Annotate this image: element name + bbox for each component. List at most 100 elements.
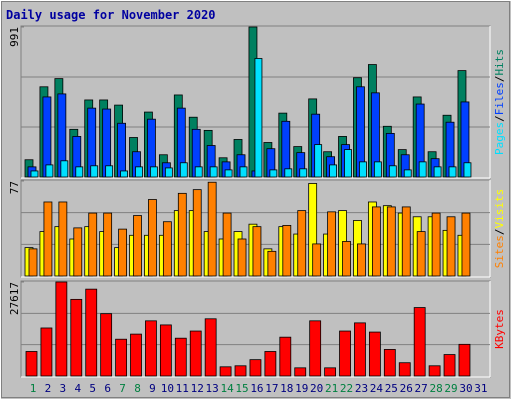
- bar: [264, 351, 277, 377]
- x-tick-label: 25: [385, 382, 398, 395]
- bar: [103, 212, 113, 277]
- bar: [463, 162, 472, 178]
- bar: [130, 333, 142, 377]
- legend-entry: Pages: [493, 122, 506, 155]
- x-tick-label: 7: [119, 382, 126, 395]
- bar: [418, 161, 427, 178]
- bar: [401, 206, 411, 277]
- bar: [398, 362, 411, 377]
- bar: [448, 166, 457, 178]
- x-tick-label: 5: [89, 382, 96, 395]
- x-tick-label: 17: [265, 382, 278, 395]
- legend-entry: Visits: [493, 189, 506, 229]
- x-tick-label: 10: [161, 382, 174, 395]
- x-tick-label: 22: [340, 382, 353, 395]
- bar: [342, 241, 351, 277]
- x-tick-label: 1: [30, 382, 37, 395]
- x-tick-label: 9: [149, 382, 156, 395]
- bar: [189, 330, 202, 377]
- x-tick-label: 31: [474, 382, 487, 395]
- bar: [359, 161, 367, 178]
- bar: [145, 320, 157, 377]
- bar: [299, 168, 308, 178]
- legend: Pages/Files/Hits: [493, 49, 506, 155]
- legend: KBytes: [493, 309, 506, 349]
- bar: [431, 212, 441, 277]
- legend-separator: /: [493, 229, 506, 236]
- bar: [269, 169, 278, 178]
- x-tick-label: 3: [60, 382, 67, 395]
- bar: [344, 149, 352, 178]
- x-tick-label: 19: [295, 382, 308, 395]
- bar: [234, 365, 247, 377]
- bar: [45, 164, 54, 178]
- bar: [105, 165, 114, 178]
- y-tick-label: 77: [8, 181, 21, 194]
- bar: [249, 359, 262, 377]
- bar: [239, 166, 248, 178]
- bar: [60, 160, 69, 178]
- bar: [252, 226, 262, 277]
- bar: [85, 288, 98, 377]
- bar: [135, 166, 143, 178]
- bar: [28, 248, 38, 277]
- bar: [55, 281, 68, 377]
- bar: [294, 367, 307, 377]
- x-tick-label: 27: [415, 382, 428, 395]
- bar: [388, 165, 397, 178]
- bar: [267, 250, 277, 277]
- bar: [209, 166, 218, 178]
- x-tick-label: 30: [459, 382, 472, 395]
- bar: [115, 338, 127, 377]
- bar: [357, 243, 366, 277]
- bar: [312, 243, 322, 277]
- x-tick-label: 23: [355, 382, 368, 395]
- bar: [204, 318, 217, 377]
- x-tick-label: 13: [206, 382, 219, 395]
- bar: [207, 181, 217, 277]
- x-tick-label: 15: [235, 382, 248, 395]
- bar: [284, 168, 293, 178]
- x-tick-label: 2: [45, 382, 52, 395]
- x-tick-label: 18: [280, 382, 293, 395]
- x-tick-label: 20: [310, 382, 323, 395]
- legend-entry: Files: [493, 82, 506, 115]
- bar: [58, 201, 68, 277]
- x-tick-label: 16: [250, 382, 263, 395]
- x-tick-label: 24: [370, 382, 384, 395]
- bar: [224, 169, 233, 178]
- bar: [279, 336, 292, 377]
- bar: [461, 212, 471, 277]
- legend-entry: Sites: [493, 235, 506, 268]
- x-tick-label: 6: [104, 382, 111, 395]
- bar: [428, 365, 441, 377]
- legend-separator: /: [493, 76, 506, 83]
- bar: [383, 349, 396, 377]
- bar: [297, 210, 307, 277]
- y-tick-label: 27617: [8, 282, 21, 315]
- bar: [100, 313, 113, 377]
- bar: [117, 122, 126, 178]
- bar: [40, 327, 53, 377]
- y-tick-label: 991: [8, 27, 21, 47]
- legend-entry: KBytes: [493, 309, 506, 349]
- bar: [30, 170, 39, 178]
- x-tick-label: 11: [176, 382, 189, 395]
- bar: [386, 206, 396, 277]
- bar: [88, 212, 98, 277]
- bar: [403, 169, 412, 178]
- bar: [413, 307, 426, 377]
- bar: [148, 199, 157, 277]
- x-tick-label: 4: [74, 382, 81, 395]
- chart-title: Daily usage for November 2020: [6, 8, 216, 22]
- legend-entry: Hits: [493, 49, 506, 76]
- legend-separator: /: [493, 115, 506, 122]
- bar: [179, 162, 188, 178]
- bar: [43, 201, 53, 277]
- x-tick-label: 21: [325, 382, 338, 395]
- bar: [75, 166, 84, 178]
- bar: [73, 227, 83, 277]
